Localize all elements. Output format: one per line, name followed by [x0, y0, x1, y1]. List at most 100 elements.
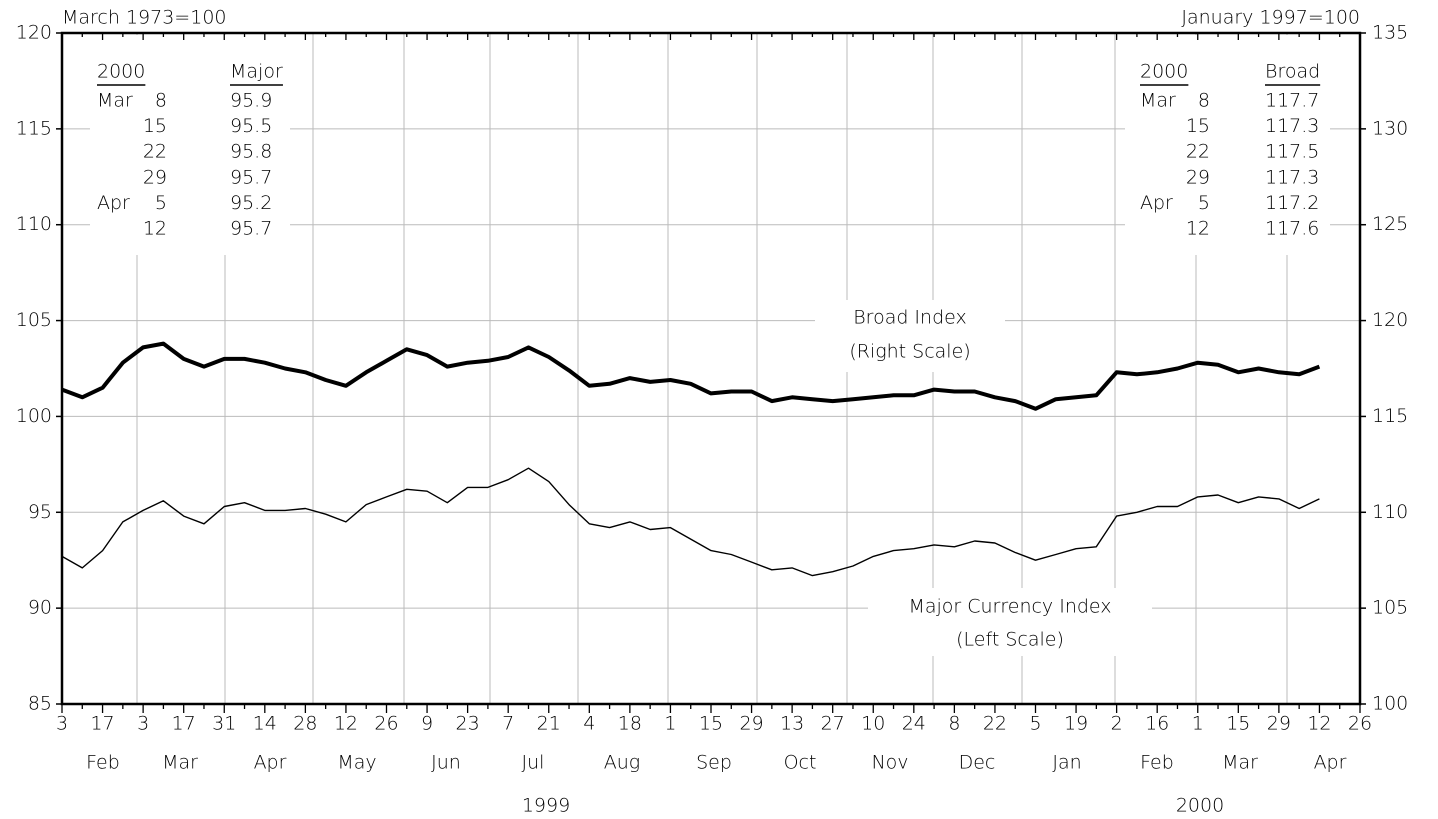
x-tick-label: 8 — [948, 713, 960, 735]
table-cell: 117.3 — [1265, 166, 1319, 188]
y-tick-label: 120 — [16, 22, 52, 44]
x-tick-label: 29 — [739, 713, 763, 735]
month-label: Dec — [959, 752, 996, 774]
x-tick-label: 9 — [421, 713, 433, 735]
x-tick-label: 17 — [172, 713, 196, 735]
table-cell: 117.7 — [1265, 90, 1319, 112]
month-label: Feb — [1140, 752, 1174, 774]
x-tick-label: 15 — [1226, 713, 1250, 735]
series-line — [61, 467, 1320, 577]
x-tick-label: 17 — [90, 713, 114, 735]
table-cell: 29 — [1186, 166, 1210, 188]
table-cell: 117.6 — [1265, 218, 1319, 240]
x-tick-label: 15 — [699, 713, 723, 735]
table-cell: 15 — [143, 115, 167, 137]
table-cell: 8 — [1198, 90, 1210, 112]
table-cell: 95.2 — [230, 192, 272, 214]
x-tick-label: 16 — [1145, 713, 1169, 735]
x-tick-label: 21 — [537, 713, 561, 735]
y2-tick-label: 125 — [1372, 213, 1408, 235]
x-tick-label: 12 — [334, 713, 358, 735]
table-cell: 12 — [1186, 218, 1210, 240]
y2-tick-label: 110 — [1372, 501, 1408, 523]
table-cell: 117.2 — [1265, 192, 1319, 214]
x-tick-label: 29 — [1267, 713, 1291, 735]
table-cell: 95.5 — [230, 115, 272, 137]
x-tick-label: 1 — [1192, 713, 1204, 735]
month-label: Feb — [86, 752, 120, 774]
x-tick-label: 5 — [1029, 713, 1041, 735]
table-cell: 8 — [155, 90, 167, 112]
x-tick-label: 12 — [1307, 713, 1331, 735]
table-cell: 95.8 — [230, 141, 272, 163]
month-label: Mar — [162, 752, 198, 774]
x-tick-label: 13 — [780, 713, 804, 735]
month-label: Oct — [784, 752, 817, 774]
y2-tick-label: 105 — [1372, 597, 1408, 619]
table-header: 2000 — [97, 61, 145, 83]
y2-tick-label: 115 — [1372, 405, 1408, 427]
table-cell: Mar — [97, 90, 133, 112]
x-tick-label: 27 — [821, 713, 845, 735]
x-tick-label: 19 — [1064, 713, 1088, 735]
x-tick-label: 18 — [618, 713, 642, 735]
label-background — [1125, 35, 1330, 255]
table-cell: 95.9 — [230, 90, 272, 112]
x-tick-label: 22 — [983, 713, 1007, 735]
x-tick-label: 4 — [583, 713, 595, 735]
month-label: Aug — [604, 752, 640, 774]
x-tick-label: 3 — [56, 713, 68, 735]
series-line — [61, 341, 1321, 411]
y-tick-label: 115 — [16, 117, 52, 139]
month-label: Jun — [431, 752, 461, 774]
label-background — [868, 588, 1152, 656]
y2-axis-label: January 1997=100 — [1181, 7, 1360, 29]
x-tick-label: 1 — [664, 713, 676, 735]
y2-tick-label: 130 — [1372, 117, 1408, 139]
table-cell: Apr — [1140, 192, 1173, 214]
table-cell: 12 — [143, 218, 167, 240]
series-label: Broad Index — [853, 307, 967, 329]
x-tick-label: 26 — [374, 713, 398, 735]
x-tick-label: 10 — [861, 713, 885, 735]
y-tick-label: 105 — [16, 309, 52, 331]
year-label: 1999 — [522, 795, 570, 817]
x-tick-label: 3 — [137, 713, 149, 735]
table-header: Major — [230, 61, 283, 83]
month-label: Apr — [1314, 752, 1347, 774]
y-tick-label: 85 — [28, 693, 52, 715]
x-tick-label: 23 — [456, 713, 480, 735]
y2-tick-label: 100 — [1372, 693, 1408, 715]
label-background — [815, 300, 1005, 372]
series-label: Major Currency Index — [908, 596, 1111, 618]
month-label: May — [337, 752, 376, 774]
table-cell: 5 — [155, 192, 167, 214]
table-cell: 22 — [143, 141, 167, 163]
table-cell: 15 — [1186, 115, 1210, 137]
x-tick-label: 26 — [1348, 713, 1372, 735]
table-cell: 95.7 — [230, 166, 272, 188]
series-note: (Left Scale) — [956, 629, 1064, 651]
x-tick-label: 7 — [502, 713, 514, 735]
x-tick-label: 2 — [1111, 713, 1123, 735]
table-header: Broad — [1265, 61, 1320, 83]
month-label: Apr — [254, 752, 287, 774]
x-tick-label: 14 — [253, 713, 277, 735]
table-cell: 29 — [143, 166, 167, 188]
table-cell: 5 — [1198, 192, 1210, 214]
x-tick-label: 31 — [212, 713, 236, 735]
table-cell: 22 — [1186, 141, 1210, 163]
table-header: 2000 — [1140, 61, 1188, 83]
plot-frame — [60, 31, 1362, 706]
month-label: Jul — [522, 752, 545, 774]
month-label: Nov — [871, 752, 908, 774]
y2-tick-label: 135 — [1372, 22, 1408, 44]
table-cell: Apr — [97, 192, 130, 214]
month-label: Mar — [1222, 752, 1258, 774]
y-tick-label: 95 — [28, 501, 52, 523]
table-cell: 117.3 — [1265, 115, 1319, 137]
month-label: Sep — [696, 752, 732, 774]
y-axis-label: March 1973=100 — [62, 7, 227, 29]
month-label: Jan — [1052, 752, 1081, 774]
